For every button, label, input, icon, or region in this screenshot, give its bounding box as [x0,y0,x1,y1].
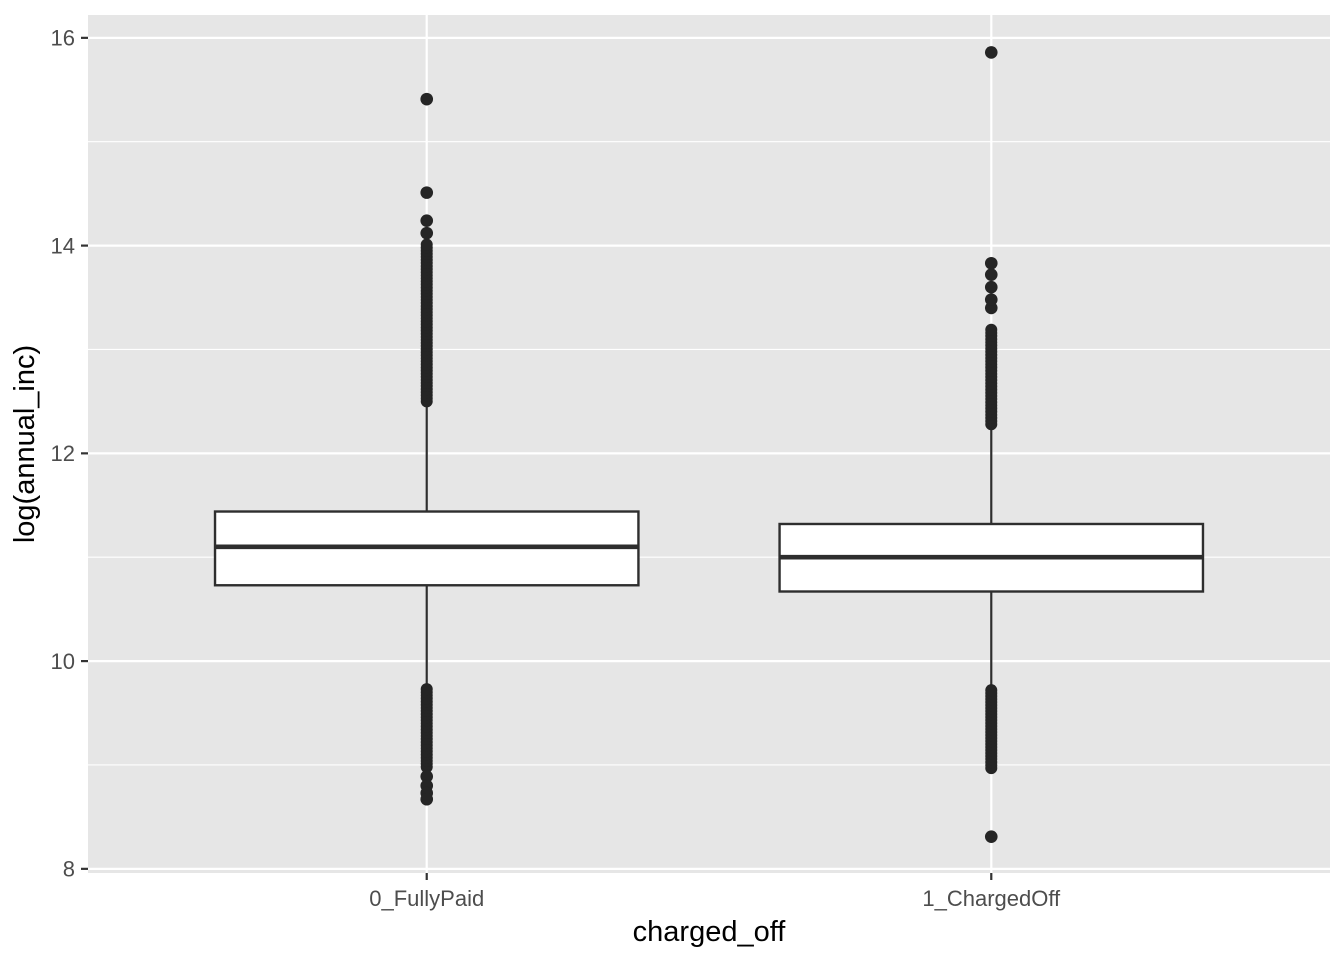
x-tick-label: 0_FullyPaid [369,886,484,911]
y-tick-label: 8 [63,857,75,882]
outlier-point [420,792,434,806]
outlier-point [984,268,998,281]
y-tick-label: 14 [51,233,75,258]
plot-panel [88,15,1330,873]
outlier-point [420,226,434,240]
boxplot-0_fullypaid [213,92,640,806]
outlier-point [984,830,998,843]
y-tick-label: 10 [51,649,75,674]
axis-layer: 8 10 12 14 16 0_FullyPaid 1_ChargedOff [51,26,1062,911]
outlier-point [420,770,434,783]
outlier-point [984,293,998,306]
y-axis-title: log(annual_inc) [9,345,41,543]
outlier-point [984,280,998,294]
outlier-point [420,186,434,199]
x-axis-title: charged_off [633,916,787,948]
boxplot-1_chargedoff [778,46,1205,843]
plot-panel-layer [88,15,1330,873]
y-tick-label: 16 [51,26,75,51]
outlier-point [985,684,998,697]
outlier-point [420,683,433,696]
x-tick-label: 1_ChargedOff [922,886,1061,911]
outlier-point [420,238,433,251]
outlier-point [420,214,434,227]
y-tick-label: 12 [51,441,75,466]
outlier-point [984,256,998,270]
outlier-point [420,92,434,106]
outlier-point [985,323,998,336]
boxplot-data-layer [213,46,1205,843]
outlier-point [984,46,998,59]
